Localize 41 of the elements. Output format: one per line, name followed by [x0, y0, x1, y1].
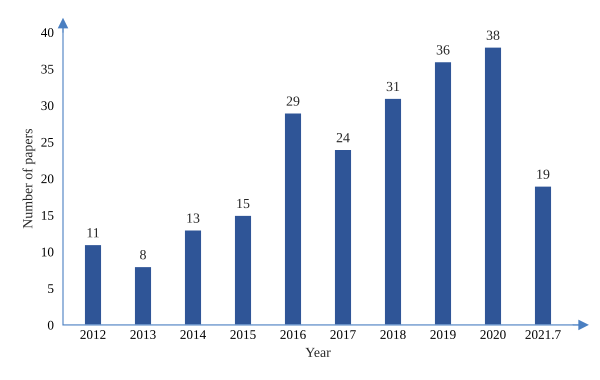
- x-axis-title: Year: [305, 348, 331, 358]
- bar: [84, 244, 102, 325]
- y-tick-label: 30: [41, 101, 54, 110]
- bar: [484, 46, 502, 325]
- data-label: 31: [386, 82, 400, 92]
- y-tick-label: 10: [42, 248, 54, 256]
- data-label: 38: [486, 30, 500, 40]
- data-label: 24: [336, 133, 350, 142]
- y-tick-label: 40: [41, 28, 54, 38]
- x-tick-label: 2017: [330, 330, 356, 340]
- x-tick-label: 2014: [180, 330, 206, 340]
- data-label: 8: [140, 250, 146, 260]
- x-tick-label: 2021.7: [525, 330, 561, 340]
- bar: [384, 97, 402, 325]
- y-tick-label: 15: [42, 211, 54, 220]
- data-label: 19: [537, 170, 550, 179]
- x-tick-label: 2018: [380, 330, 406, 340]
- bar: [534, 185, 552, 325]
- bar: [134, 266, 152, 325]
- data-label: 29: [286, 96, 300, 106]
- x-tick-label: 2012: [80, 330, 106, 340]
- y-tick-label: 20: [41, 174, 54, 184]
- x-tick-label: 2020: [480, 330, 506, 340]
- data-label: 15: [237, 198, 250, 208]
- x-tick-label: 2019: [430, 330, 456, 340]
- bar: [184, 229, 202, 325]
- x-tick-label: 2016: [280, 330, 306, 340]
- y-tick-label: 35: [41, 64, 54, 74]
- y-tick-label: 0: [48, 320, 54, 330]
- y-tick-label: 25: [41, 138, 54, 147]
- y-tick-label: 5: [48, 284, 54, 294]
- bar: [334, 148, 352, 325]
- x-tick-label: 2013: [130, 330, 156, 340]
- bar: [284, 112, 302, 325]
- x-tick-label: 2015: [230, 330, 256, 340]
- bar: [234, 214, 252, 325]
- data-label: 13: [187, 213, 200, 223]
- y-axis-title: Number of papers: [22, 128, 36, 228]
- data-label: 11: [88, 228, 99, 238]
- bar: [434, 60, 452, 325]
- data-label: 36: [436, 45, 450, 55]
